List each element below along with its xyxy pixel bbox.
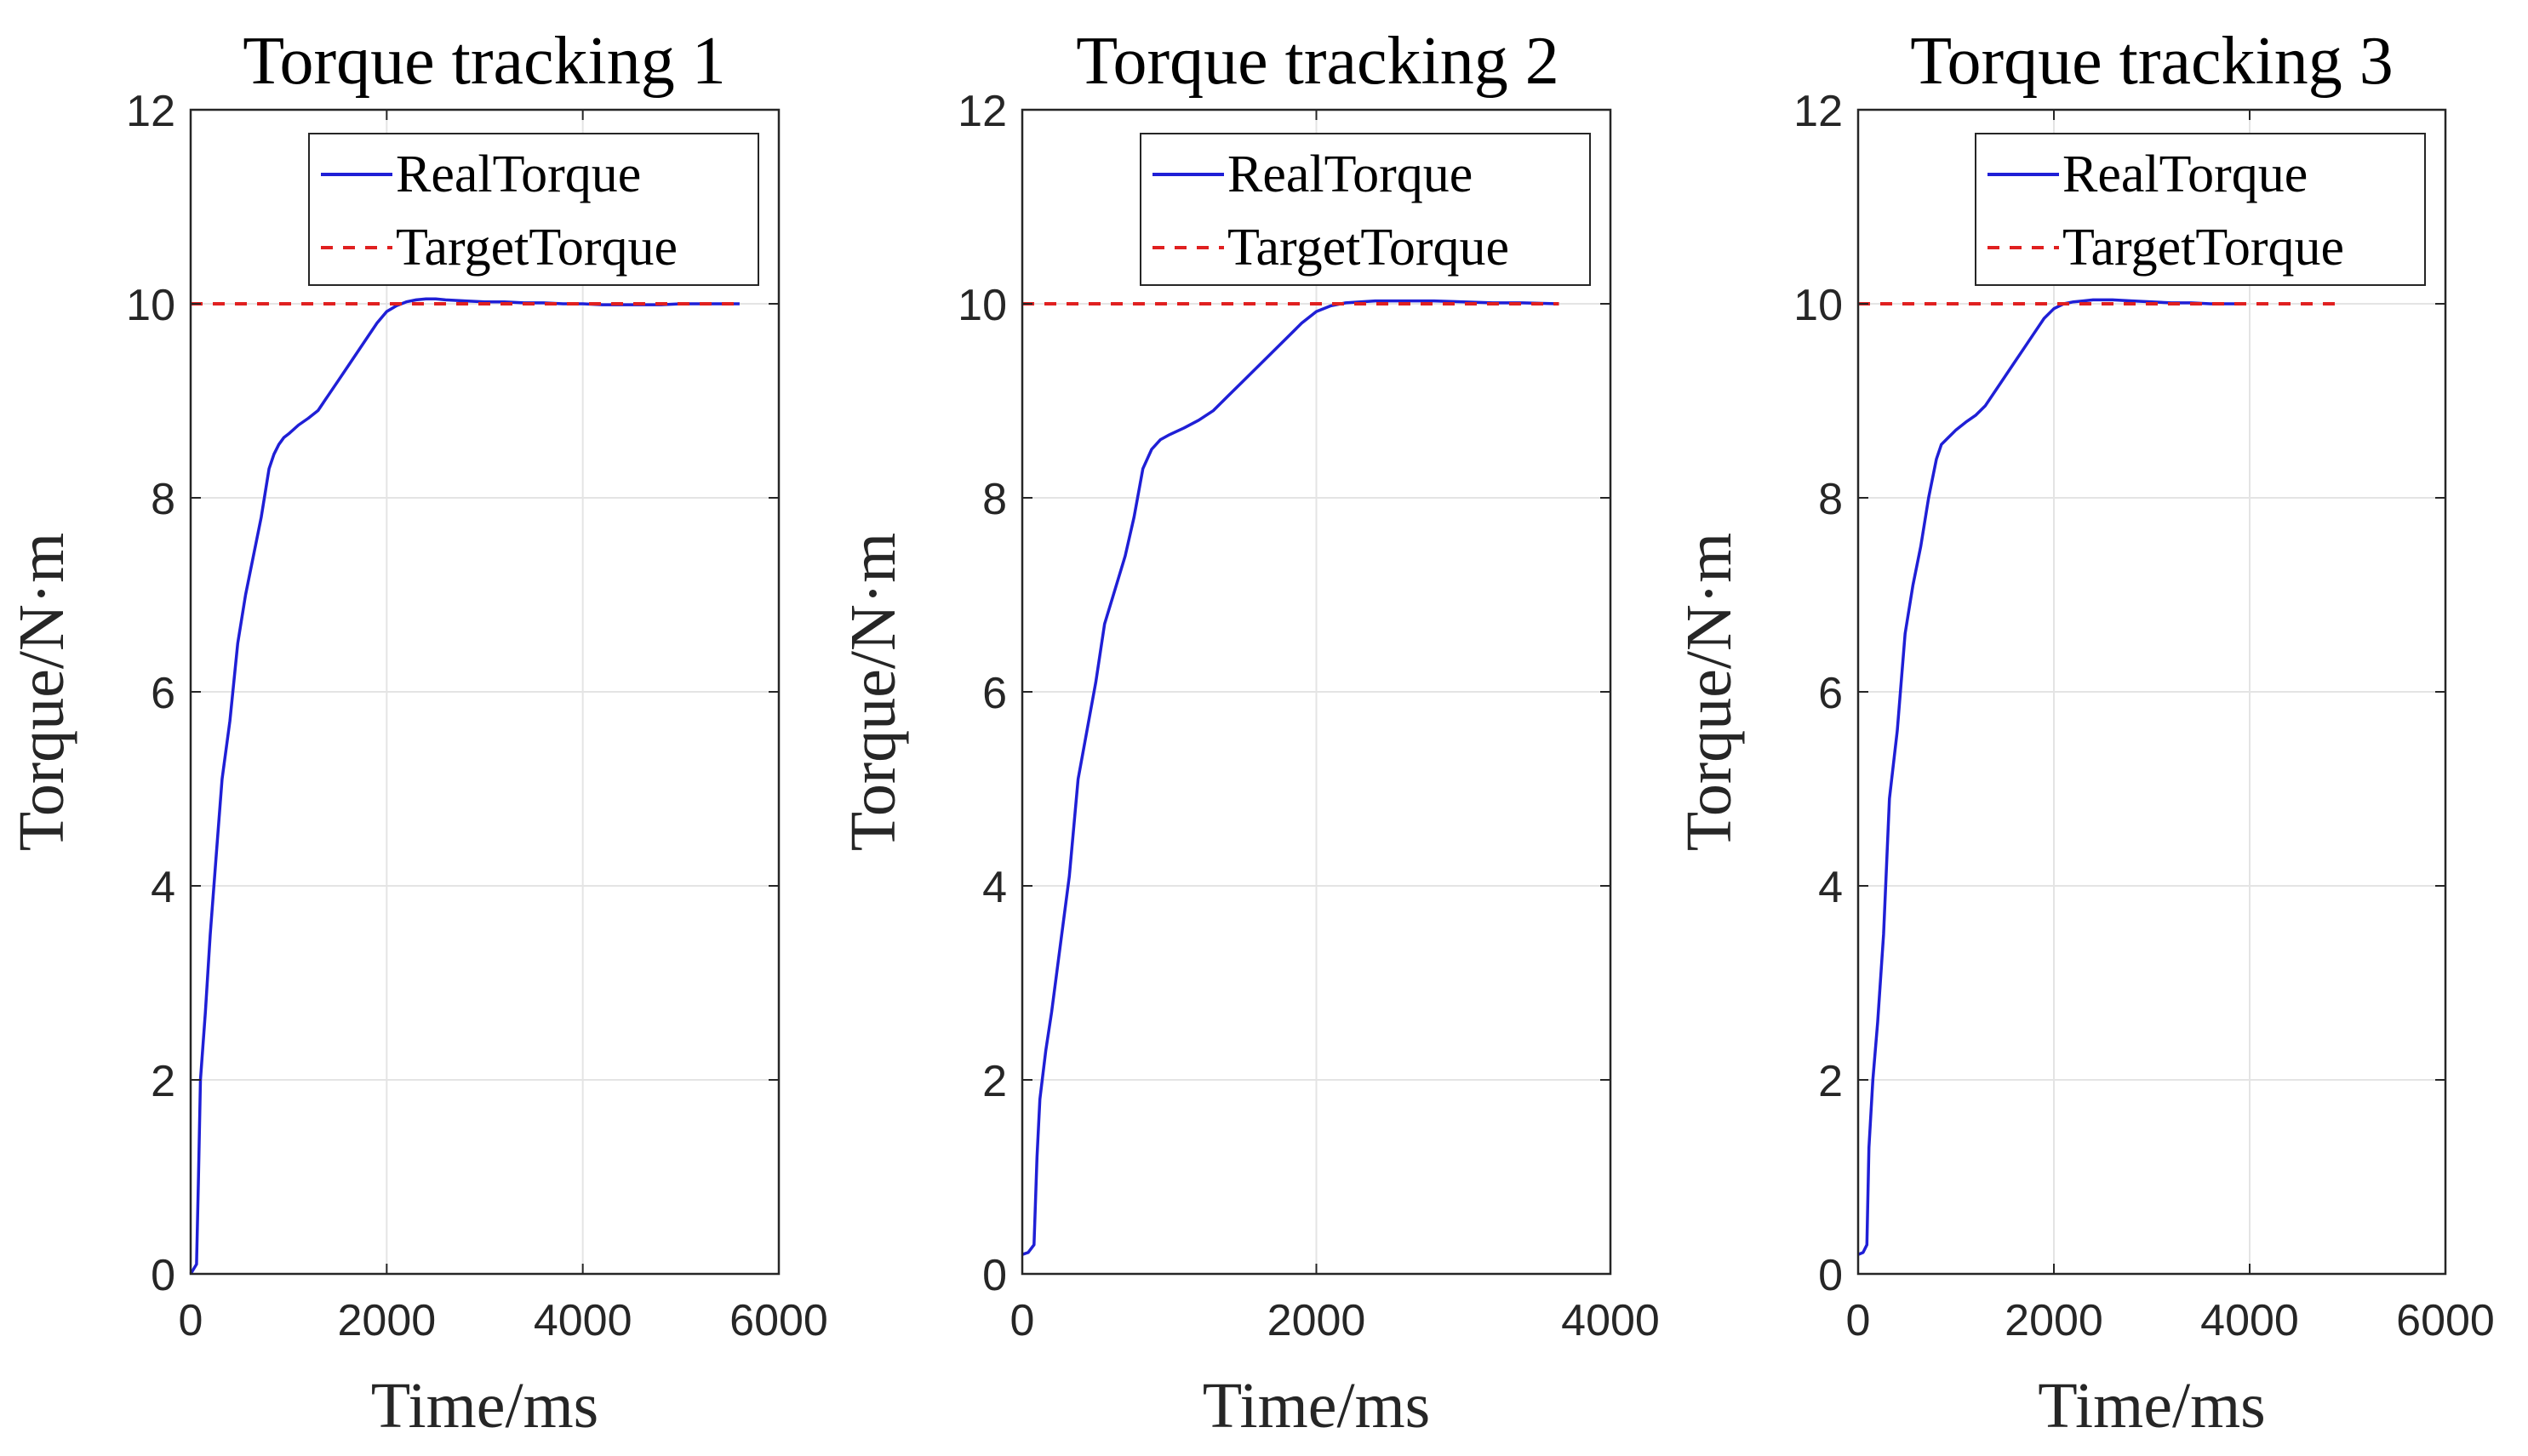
y-tick-label: 0 [1818, 1251, 1843, 1300]
subplot-2: Torque tracking 2 0 2 4 6 8 10 12 0 2000 4000 Tor… [838, 24, 1660, 1442]
y-tick-label: 12 [1793, 87, 1843, 136]
y-tick-label: 6 [1818, 669, 1843, 718]
y-tick-label: 4 [982, 863, 1007, 912]
y-axis-label: Torque/N·m [1673, 533, 1745, 852]
legend-real-label: RealTorque [1227, 146, 1473, 203]
y-axis-label: Torque/N·m [838, 533, 909, 852]
tick-labels: 0 2 4 6 8 10 12 0 2000 4000 6000 [126, 87, 828, 1345]
x-tick-label: 0 [1010, 1296, 1035, 1345]
legend-target-label: TargetTorque [396, 219, 678, 277]
x-tick-label: 6000 [729, 1296, 828, 1345]
y-tick-label: 10 [958, 281, 1007, 330]
tick-labels: 0 2 4 6 8 10 12 0 2000 4000 6000 [1793, 87, 2495, 1345]
y-tick-label: 8 [1818, 475, 1843, 524]
y-tick-label: 4 [151, 863, 175, 912]
y-tick-label: 10 [1793, 281, 1843, 330]
x-tick-label: 4000 [1561, 1296, 1660, 1345]
legend-box [1975, 133, 2426, 286]
x-axis-label: Time/ms [371, 1370, 599, 1442]
x-tick-label: 4000 [2200, 1296, 2299, 1345]
legend: RealTorque TargetTorque [308, 133, 759, 286]
y-tick-label: 2 [151, 1057, 175, 1106]
real-torque-line [189, 297, 740, 1275]
plot-area [189, 297, 740, 1275]
legend-target-label: TargetTorque [2062, 219, 2344, 277]
subplot-1: Torque tracking 1 0 2 4 6 8 10 12 0 2000 4000 6000… [6, 24, 828, 1442]
real-torque-line [1021, 299, 1559, 1256]
legend-box [308, 133, 759, 286]
tick-labels: 0 2 4 6 8 10 12 0 2000 4000 [958, 87, 1660, 1345]
x-axis-label: Time/ms [2038, 1370, 2266, 1442]
legend: RealTorque TargetTorque [1140, 133, 1591, 286]
real-torque-line [1857, 298, 2240, 1256]
x-tick-label: 2000 [1267, 1296, 1366, 1345]
legend-target-label: TargetTorque [1227, 219, 1509, 277]
y-tick-label: 8 [982, 475, 1007, 524]
subplot-3: Torque tracking 3 0 2 4 6 8 10 12 0 2000 4000 6000… [1673, 24, 2495, 1442]
y-tick-label: 0 [151, 1251, 175, 1300]
legend-box [1140, 133, 1591, 286]
subplot-title: Torque tracking 1 [243, 24, 726, 99]
x-tick-label: 2000 [2005, 1296, 2103, 1345]
subplot-title: Torque tracking 3 [1910, 24, 2394, 99]
y-tick-label: 12 [126, 87, 175, 136]
legend: RealTorque TargetTorque [1975, 133, 2426, 286]
y-tick-label: 4 [1818, 863, 1843, 912]
subplot-title: Torque tracking 2 [1076, 24, 1559, 99]
y-axis-label: Torque/N·m [6, 533, 77, 852]
y-tick-label: 8 [151, 475, 175, 524]
legend-real-label: RealTorque [396, 146, 641, 203]
y-tick-label: 6 [982, 669, 1007, 718]
x-tick-label: 0 [179, 1296, 203, 1345]
y-tick-label: 10 [126, 281, 175, 330]
legend-real-label: RealTorque [2062, 146, 2308, 203]
y-tick-label: 6 [151, 669, 175, 718]
x-tick-label: 6000 [2396, 1296, 2495, 1345]
x-tick-label: 2000 [337, 1296, 436, 1345]
plot-area [1857, 298, 2343, 1256]
y-tick-label: 0 [982, 1251, 1007, 1300]
x-axis-label: Time/ms [1203, 1370, 1431, 1442]
plot-area [1021, 299, 1559, 1256]
x-tick-label: 4000 [534, 1296, 632, 1345]
y-tick-label: 2 [982, 1057, 1007, 1106]
y-tick-label: 2 [1818, 1057, 1843, 1106]
x-tick-label: 0 [1846, 1296, 1871, 1345]
y-tick-label: 12 [958, 87, 1007, 136]
